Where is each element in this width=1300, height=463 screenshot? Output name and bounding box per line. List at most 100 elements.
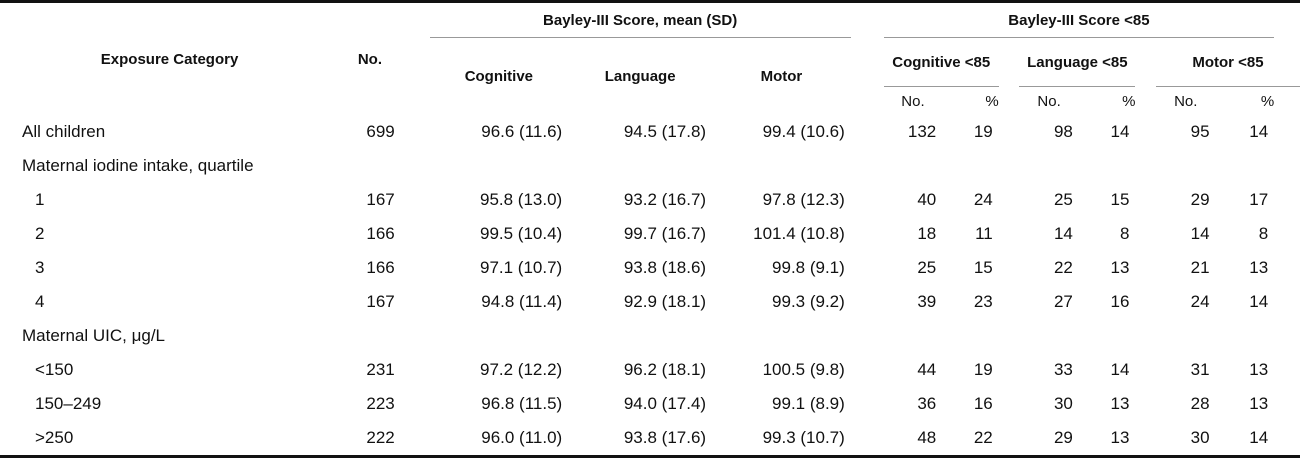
cell-n: 699 xyxy=(366,122,395,141)
cell-language xyxy=(568,319,712,353)
cell-cog-pct: 19 xyxy=(973,360,993,379)
header-lang-no: No. xyxy=(1037,92,1061,110)
cell-lang-pct: 13 xyxy=(1110,258,1130,277)
cell-motor-no: 24 xyxy=(1190,292,1210,311)
cell-lang-pct: 15 xyxy=(1110,190,1130,209)
header-cognitive-lt85: Cognitive <85 xyxy=(883,37,999,87)
cell-lang-pct: 13 xyxy=(1110,394,1130,413)
spacer xyxy=(401,319,430,353)
row-label: 2 xyxy=(35,224,45,243)
spacer xyxy=(1274,217,1300,251)
header-no: No. xyxy=(357,50,382,68)
table-row: Maternal iodine intake, quartile xyxy=(0,149,1300,183)
spacer xyxy=(401,387,430,421)
spacer xyxy=(1135,285,1156,319)
table-row: <150 231 97.2 (12.2) 96.2 (18.1) 100.5 (9.8)… xyxy=(0,353,1300,387)
cell-motor-pct xyxy=(1216,149,1275,183)
cell-lang-pct: 14 xyxy=(1110,360,1130,379)
cell-cog-pct: 11 xyxy=(975,224,993,243)
spacer xyxy=(999,421,1020,457)
spacer xyxy=(1274,319,1300,353)
cell-lang-no: 98 xyxy=(1053,122,1073,141)
table-row: >250 222 96.0 (11.0) 93.8 (17.6) 99.3 (10.7)… xyxy=(0,421,1300,457)
cell-n xyxy=(339,149,401,183)
spacer xyxy=(401,421,430,457)
cell-cognitive: 95.8 (13.0) xyxy=(479,190,563,209)
cell-motor-pct: 14 xyxy=(1249,428,1269,447)
spacer xyxy=(1135,353,1156,387)
header-language: Language xyxy=(604,68,676,85)
cell-cog-no: 18 xyxy=(917,224,937,243)
spacer xyxy=(1135,421,1156,457)
cell-motor-no: 29 xyxy=(1190,190,1210,209)
spacer xyxy=(851,149,884,183)
cell-n: 167 xyxy=(366,292,395,311)
cell-cog-pct: 22 xyxy=(973,428,993,447)
spacer xyxy=(999,217,1020,251)
spacer xyxy=(851,251,884,285)
table-row: 150–249 223 96.8 (11.5) 94.0 (17.4) 99.1 (8.… xyxy=(0,387,1300,421)
cell-motor: 100.5 (9.8) xyxy=(762,360,845,379)
table-body: All children 699 96.6 (11.6) 94.5 (17.8) 99.… xyxy=(0,115,1300,457)
spacer xyxy=(1274,251,1300,285)
cell-cog-pct: 24 xyxy=(973,190,993,209)
cell-language: 99.7 (16.7) xyxy=(623,224,707,243)
header-cog-no: No. xyxy=(901,92,925,110)
cell-language: 96.2 (18.1) xyxy=(623,360,707,379)
spacer xyxy=(1135,217,1156,251)
spacer xyxy=(851,183,884,217)
spacer xyxy=(1135,251,1156,285)
cell-language: 94.0 (17.4) xyxy=(623,394,707,413)
cell-cog-no: 39 xyxy=(917,292,937,311)
cell-cog-pct xyxy=(942,149,999,183)
spacer xyxy=(851,421,884,457)
row-label: 150–249 xyxy=(35,394,102,413)
cell-cog-pct: 15 xyxy=(973,258,993,277)
cell-lang-pct: 13 xyxy=(1110,428,1130,447)
cell-lang-no: 14 xyxy=(1053,224,1073,243)
cell-cog-no xyxy=(884,319,943,353)
cell-lang-pct xyxy=(1079,149,1136,183)
cell-cognitive: 97.2 (12.2) xyxy=(479,360,563,379)
cell-motor: 101.4 (10.8) xyxy=(753,224,845,243)
spacer xyxy=(401,251,430,285)
spacer xyxy=(1274,183,1300,217)
cell-motor-no: 14 xyxy=(1190,224,1210,243)
cell-lang-no xyxy=(1019,149,1079,183)
cell-cog-no: 36 xyxy=(917,394,937,413)
cell-n: 231 xyxy=(366,360,395,379)
spacer xyxy=(1274,285,1300,319)
spacer xyxy=(999,319,1020,353)
cell-language: 93.8 (18.6) xyxy=(623,258,707,277)
table-row: Maternal UIC, μg/L xyxy=(0,319,1300,353)
cell-lang-no: 25 xyxy=(1053,190,1073,209)
cell-motor-pct: 13 xyxy=(1249,360,1269,379)
header-lang-pct: % xyxy=(1122,92,1136,110)
cell-n xyxy=(339,319,401,353)
spacer xyxy=(1135,319,1156,353)
header-motor-pct: % xyxy=(1260,92,1275,110)
cell-cognitive: 99.5 (10.4) xyxy=(479,224,563,243)
table-row: All children 699 96.6 (11.6) 94.5 (17.8) 99.… xyxy=(0,115,1300,149)
cell-motor-no: 31 xyxy=(1190,360,1210,379)
cell-cog-pct: 19 xyxy=(973,122,993,141)
cell-motor-pct: 13 xyxy=(1249,258,1269,277)
cell-motor-pct: 14 xyxy=(1249,292,1269,311)
row-label: Maternal UIC, μg/L xyxy=(22,326,166,345)
spacer xyxy=(999,285,1020,319)
cell-lang-no xyxy=(1019,319,1079,353)
spacer xyxy=(1274,353,1300,387)
header-row-2: Cognitive Language Motor Cognitive <85 L… xyxy=(0,37,1300,87)
spacer xyxy=(999,183,1020,217)
cell-language: 94.5 (17.8) xyxy=(623,122,707,141)
cell-n: 166 xyxy=(366,258,395,277)
header-motor: Motor xyxy=(760,68,803,85)
cell-cognitive: 94.8 (11.4) xyxy=(481,292,563,311)
cell-cog-no: 132 xyxy=(907,122,937,141)
cell-cog-no xyxy=(884,149,943,183)
spacer xyxy=(401,353,430,387)
spacer xyxy=(1135,115,1156,149)
cell-cog-no: 40 xyxy=(917,190,937,209)
